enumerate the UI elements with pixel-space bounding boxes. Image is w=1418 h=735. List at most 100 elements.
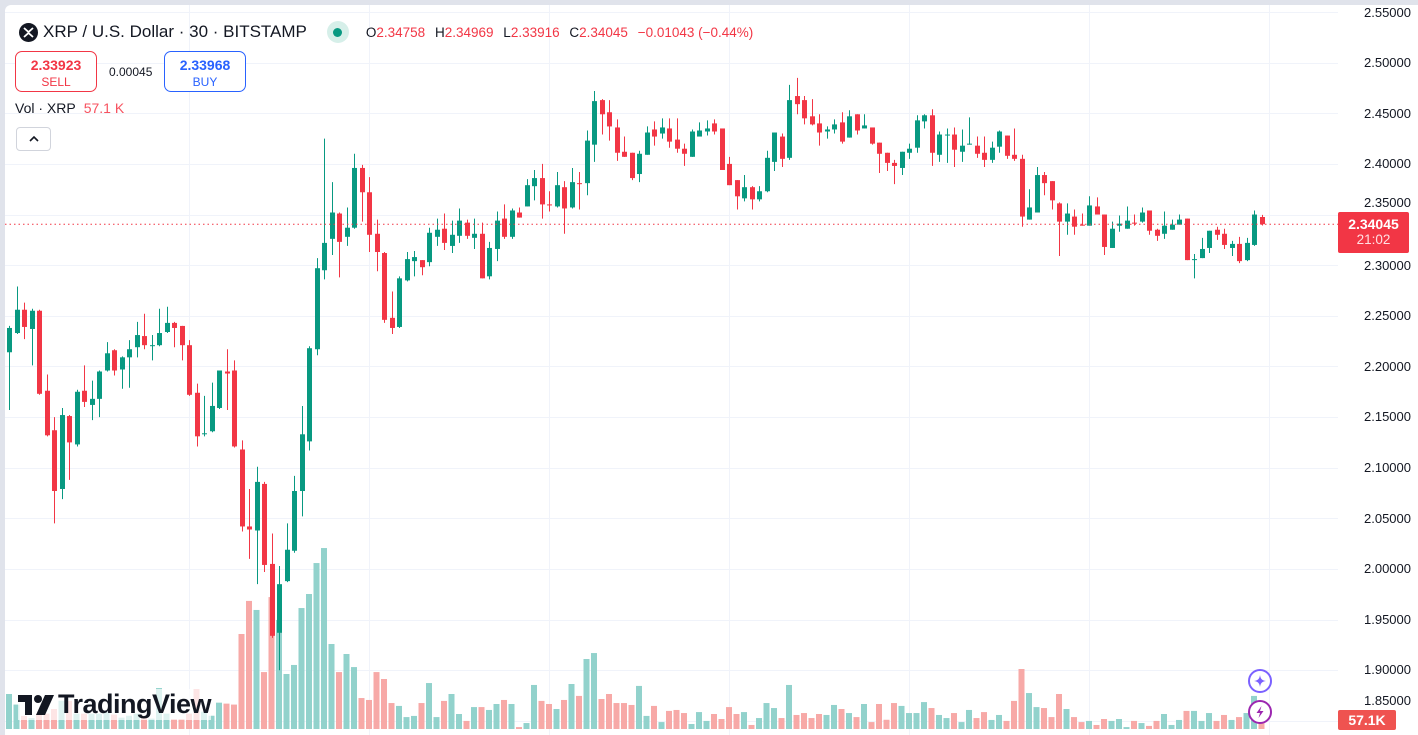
- candle-body: [585, 140, 590, 184]
- volume-bar: [538, 700, 545, 729]
- collapse-legend-button[interactable]: [16, 127, 51, 151]
- candle: [1080, 213, 1085, 226]
- candle: [1237, 236, 1242, 264]
- volume-bar: [1146, 725, 1152, 729]
- candle: [390, 291, 395, 335]
- price-axis-label: 2.55000: [1364, 5, 1411, 20]
- candle-body: [60, 415, 65, 489]
- candle: [600, 99, 605, 135]
- volume-bar: [801, 713, 807, 729]
- candle-body: [1237, 243, 1242, 262]
- candle-body: [757, 191, 762, 200]
- candle-body: [652, 129, 657, 137]
- candle: [202, 395, 207, 437]
- candle: [120, 356, 125, 389]
- candle: [450, 220, 455, 254]
- candle: [142, 313, 147, 350]
- candle: [585, 130, 590, 196]
- candle-body: [292, 491, 297, 551]
- volume-bar: [598, 699, 605, 729]
- ai-assistant-button[interactable]: [1248, 669, 1272, 693]
- sell-button[interactable]: 2.33923 SELL: [15, 51, 97, 92]
- candle: [292, 475, 297, 553]
- candlestick-chart[interactable]: [5, 5, 1418, 735]
- close-label: C: [569, 24, 580, 40]
- candle: [885, 152, 890, 171]
- candle: [667, 118, 672, 148]
- candle: [937, 131, 942, 162]
- candle: [1147, 210, 1152, 235]
- volume-bar: [126, 715, 132, 729]
- candle-body: [390, 317, 395, 328]
- candle-body: [787, 100, 792, 158]
- candle-body: [1117, 223, 1122, 226]
- candle: [307, 346, 312, 451]
- candle: [82, 365, 87, 407]
- volume-legend[interactable]: Vol · XRP 57.1 K: [15, 100, 124, 116]
- chart-panel[interactable]: XRP / U.S. Dollar · 30 · BITSTAMP O2.347…: [5, 5, 1418, 735]
- candle: [577, 172, 582, 210]
- volume-bar: [613, 703, 620, 729]
- candle-body: [840, 122, 845, 142]
- price-axis-label: 2.10000: [1364, 459, 1411, 475]
- candle: [262, 481, 267, 573]
- candle: [435, 218, 440, 246]
- candle: [615, 119, 620, 161]
- candle: [172, 321, 177, 348]
- volume-bar: [763, 703, 770, 729]
- candle-body: [240, 449, 245, 527]
- chevron-up-icon: [28, 135, 39, 142]
- candle-body: [1020, 158, 1025, 217]
- volume-bar: [756, 718, 762, 729]
- volume-bar: [1011, 700, 1017, 729]
- candle-body: [1035, 175, 1040, 213]
- volume-bar: [846, 713, 852, 729]
- candle-body: [832, 124, 837, 130]
- volume-bar: [21, 715, 27, 729]
- volume-bar: [1056, 694, 1062, 729]
- candle-body: [1012, 154, 1017, 159]
- candle-body: [765, 157, 770, 192]
- candle-body: [810, 116, 815, 125]
- candle-body: [825, 129, 830, 132]
- volume-bar: [688, 724, 695, 729]
- candle: [360, 164, 365, 222]
- candle: [592, 90, 597, 162]
- candle-body: [360, 167, 365, 193]
- volume-bar: [861, 704, 867, 729]
- candle-body: [1162, 225, 1167, 234]
- candle: [285, 523, 290, 583]
- volume-bar: [771, 708, 777, 729]
- volume-bar: [291, 664, 297, 729]
- candle: [15, 286, 20, 335]
- spread-value: 0.00045: [109, 65, 153, 79]
- candle-body: [1042, 175, 1047, 184]
- symbol-title[interactable]: XRP / U.S. Dollar · 30 · BITSTAMP: [43, 22, 307, 41]
- candle: [375, 219, 380, 272]
- quick-actions-button[interactable]: [1248, 700, 1272, 724]
- volume-bar: [441, 700, 447, 729]
- volume-bar: [1228, 719, 1235, 729]
- candle: [300, 405, 305, 517]
- candle-body: [1125, 220, 1130, 229]
- price-axis-label: 1.95000: [1364, 611, 1411, 627]
- candle: [412, 250, 417, 277]
- candle: [495, 211, 500, 262]
- candle-body: [180, 325, 185, 346]
- candle-body: [945, 134, 950, 136]
- volume-bar: [561, 699, 567, 729]
- tradingview-logo[interactable]: TradingView: [18, 689, 212, 720]
- volume-bar: [96, 713, 102, 729]
- volume-bar: [396, 705, 402, 729]
- lightning-icon: [1256, 706, 1264, 718]
- candle-body: [382, 253, 387, 320]
- current-price: 2.34045: [1348, 216, 1399, 232]
- volume-bar: [966, 709, 972, 729]
- candle: [825, 126, 830, 139]
- candle-body: [187, 345, 192, 395]
- candle-body: [877, 142, 882, 154]
- volume-bar: [1161, 714, 1167, 729]
- buy-button[interactable]: 2.33968 BUY: [164, 51, 246, 92]
- candle-body: [127, 349, 132, 358]
- volume-bar: [868, 722, 875, 729]
